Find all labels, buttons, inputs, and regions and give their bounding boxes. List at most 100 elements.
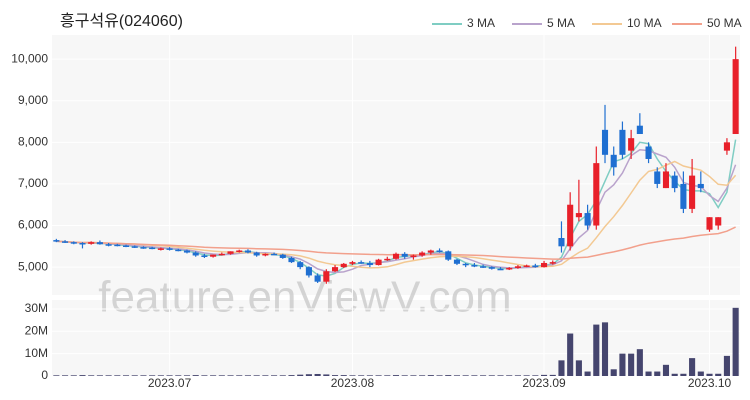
volume-bar [506,375,513,376]
volume-bar [62,375,69,376]
candle-body [192,252,199,256]
candle-body [88,242,95,244]
volume-bar [271,375,278,376]
candle-body [462,263,469,266]
candle-body [175,249,182,252]
candle-body [157,248,164,250]
volume-bar [410,375,417,376]
candle-body [427,250,434,253]
volume-bar [654,371,661,376]
volume-bar [723,355,730,376]
candle-body [271,253,278,256]
volume-bar [323,374,330,376]
volume-bar [706,373,713,376]
candle-body [593,163,600,226]
candle-body [671,175,678,189]
volume-bar [114,375,121,376]
volume-bar [384,375,391,376]
y-tick-label: 6,000 [18,218,48,232]
volume-bar [166,375,173,376]
candle-body [384,258,391,261]
volume-bar [462,375,469,376]
legend-label: 10 MA [627,16,662,30]
candle-body [689,175,696,209]
candle-body [183,250,191,253]
volume-bar [183,375,191,376]
volume-bar [366,375,373,376]
volume-bar [192,375,199,376]
candle-body [323,271,330,282]
candle-body [567,204,574,247]
volume-bar [53,375,60,376]
volume-bar [567,333,574,376]
volume-bar [628,353,635,376]
candle-body [279,254,286,258]
candle-body [70,242,77,244]
candle-body [532,265,539,268]
volume-bar [244,375,251,376]
candle-body [680,183,687,209]
volume-bar [488,375,495,376]
y-tick-label: 7,000 [18,176,48,190]
volume-bar [88,375,95,376]
volume-bar [732,307,739,376]
candle-body [697,183,704,189]
volume-bar [645,371,652,376]
volume-bar [689,358,696,376]
candle-body [210,254,217,257]
chart-title: 흥구석유(024060) [60,12,183,30]
volume-bar [375,375,382,376]
candle-body [610,154,617,168]
volume-bar [297,374,304,376]
candle-body [549,262,556,264]
volume-bar [236,375,243,376]
volume-bar [497,375,504,376]
candle-body [636,125,643,135]
volume-bar [610,369,617,376]
ma-line [56,160,737,269]
volume-bar [453,375,461,376]
volume-bar [392,375,400,376]
volume-bar [201,375,208,376]
candle-body [349,262,356,264]
volume-bar [662,364,670,376]
candle-body [366,262,373,266]
volume-bar [636,349,643,376]
candle-body [401,253,408,257]
volume-bar [218,375,225,376]
candle-body [201,255,208,257]
candle-body [558,238,565,247]
candle-body [723,142,730,151]
volume-bar [715,373,722,376]
candle-body [288,257,295,263]
candle-body [253,252,260,256]
candle-body [122,245,130,247]
volume-bar [314,373,321,376]
volume-bar [471,375,478,376]
candle-body [732,59,739,135]
volume-bar [253,375,260,376]
legend-label: 50 MA [707,16,742,30]
volume-bar [227,375,234,376]
legend-label: 5 MA [547,16,575,30]
volume-bar [96,375,103,376]
candle-body [236,250,243,252]
volume-bar [157,375,164,376]
candle-body [419,252,426,256]
candle-body [445,251,452,260]
candle-body [575,213,582,218]
candle-body [654,171,661,184]
volume-bar [480,375,487,376]
candle-body [523,265,530,267]
candle-body [314,275,321,282]
candle-body [619,129,626,155]
volume-bar [331,375,339,376]
x-tick-label: 2023.08 [331,376,375,390]
volume-bar [105,375,112,376]
volume-bar [358,375,365,376]
candle-body [140,247,147,249]
volume-bar [131,375,138,376]
x-tick-label: 2023.09 [522,376,566,390]
candle-body [305,267,312,276]
volume-bar [427,375,434,376]
